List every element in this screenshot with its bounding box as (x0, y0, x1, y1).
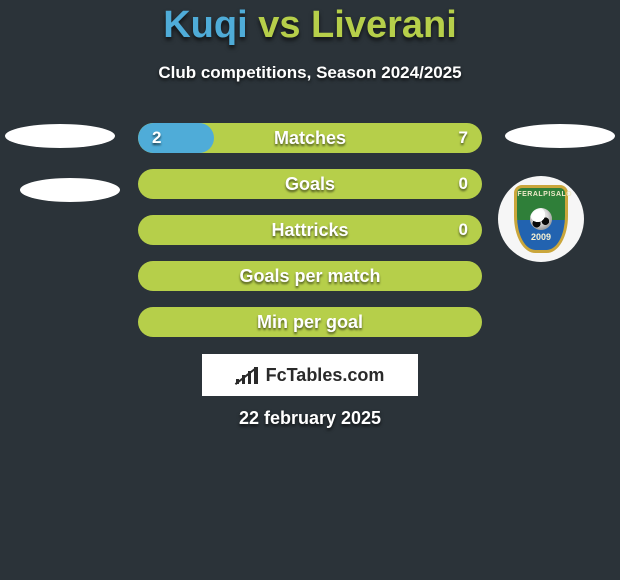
crest-arc-text: FERALPISALO (517, 191, 564, 198)
subtitle: Club competitions, Season 2024/2025 (0, 63, 620, 83)
club-crest: FERALPISALO 2009 (498, 176, 584, 262)
stat-label: Hattricks (138, 215, 482, 245)
stat-right-value: 0 (459, 169, 468, 199)
stat-label: Goals per match (138, 261, 482, 291)
crest-shield: FERALPISALO 2009 (514, 185, 567, 252)
avatar-ellipse (505, 124, 615, 148)
stat-right-value: 7 (459, 123, 468, 153)
stat-row: Hattricks0 (138, 215, 482, 245)
logo-text: FcTables.com (266, 365, 385, 386)
logo-bars-icon (236, 366, 258, 384)
stat-row: Goals per match (138, 261, 482, 291)
avatar-ellipse (5, 124, 115, 148)
avatar-ellipse (20, 178, 120, 202)
stat-right-value: 0 (459, 215, 468, 245)
crest-year: 2009 (517, 232, 564, 242)
soccer-ball-icon (530, 208, 552, 230)
stat-row: Matches2 7 (138, 123, 482, 153)
stat-row: Min per goal (138, 307, 482, 337)
stat-left-value: 2 (152, 123, 161, 153)
page-title: Kuqi vs Liverani (0, 4, 620, 47)
stat-label: Min per goal (138, 307, 482, 337)
date-text: 22 february 2025 (0, 408, 620, 429)
player-right-name: Liverani (311, 4, 457, 46)
vs-text: vs (248, 4, 311, 46)
stat-row: Goals0 (138, 169, 482, 199)
stat-label: Matches (138, 123, 482, 153)
stat-label: Goals (138, 169, 482, 199)
comparison-infographic: Kuqi vs Liverani Club competitions, Seaso… (0, 0, 620, 580)
player-left-name: Kuqi (163, 4, 247, 46)
fctables-logo: FcTables.com (202, 354, 418, 396)
